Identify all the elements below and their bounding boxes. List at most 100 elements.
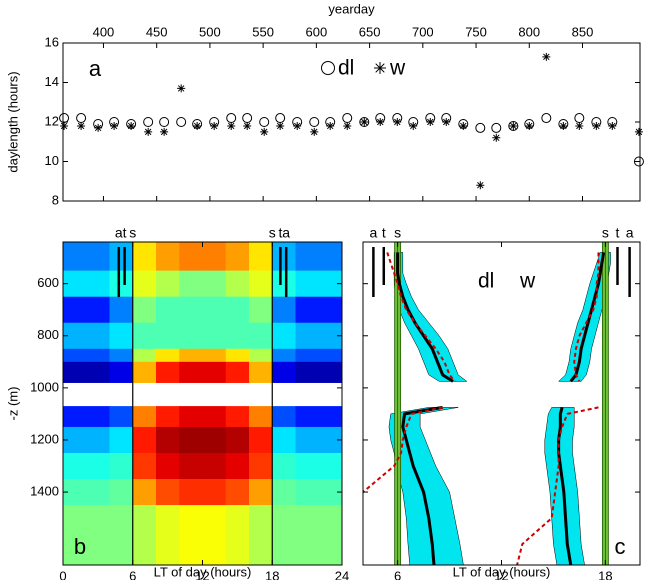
point (176, 117, 187, 127)
y-tick-label: 1400 (30, 484, 59, 499)
x-tick-label: 600 (306, 24, 328, 39)
heatmap-cell (132, 479, 157, 506)
heatmap-cell (318, 242, 342, 271)
heatmap-cell (272, 505, 296, 565)
y-tick-label: 8 (52, 192, 59, 207)
heatmap-cell (86, 452, 110, 480)
point (360, 118, 369, 126)
heatmap-cell (318, 452, 342, 480)
heatmap-cell (295, 426, 320, 454)
heatmap-cell (249, 452, 273, 480)
heatmap-cell (156, 452, 180, 480)
heatmap-cell (156, 406, 180, 428)
point (541, 113, 552, 124)
heatmap-cell (295, 361, 320, 383)
point (525, 121, 534, 130)
band (393, 252, 468, 382)
point (226, 113, 237, 124)
heatmap-cell (272, 452, 296, 480)
point (210, 121, 219, 130)
heatmap-cell (318, 426, 342, 454)
heatmap-cell (318, 322, 342, 350)
heatmap-cell (295, 452, 320, 480)
x-axis-title: yearday (328, 1, 375, 16)
heatmap-cell (109, 479, 134, 506)
point (60, 121, 69, 130)
heatmap-cell (272, 406, 296, 428)
heatmap-cell (86, 270, 110, 298)
heatmap-cell (179, 322, 203, 350)
x-tick-label: 0 (59, 568, 66, 580)
heatmap-cell (272, 242, 296, 271)
heatmap-cell (132, 361, 157, 383)
heatmap-cell (318, 348, 342, 363)
point (359, 117, 370, 127)
point (310, 127, 319, 136)
heatmap-cell (295, 348, 320, 363)
heatmap-cell (63, 348, 87, 363)
heatmap-cell (109, 270, 134, 298)
heatmap-cell (249, 270, 273, 298)
point (426, 118, 435, 126)
heatmap-cell (132, 242, 157, 271)
x-tick-label: 12 (195, 568, 209, 580)
heatmap-cell (63, 361, 87, 383)
point (476, 181, 485, 190)
point (491, 122, 502, 133)
heatmap-cell (225, 270, 250, 298)
point (326, 121, 335, 130)
legend-label: w (519, 270, 536, 293)
heatmap-cell (295, 270, 320, 298)
x-tick-label: 700 (412, 24, 434, 39)
heatmap-cell (179, 426, 203, 454)
heatmap-cell (156, 270, 180, 298)
heatmap-cell (225, 505, 250, 565)
point (508, 120, 519, 131)
twilight-label: t (382, 225, 386, 241)
heatmap-cell (86, 322, 110, 350)
point (227, 121, 236, 130)
x-tick-label: 650 (359, 24, 381, 39)
heatmap-cell (272, 361, 296, 383)
point (409, 121, 418, 130)
heatmap-cell (86, 479, 110, 506)
heatmap-cell (225, 296, 250, 324)
heatmap-cell (318, 479, 342, 506)
point (110, 121, 119, 130)
heatmap-cell (179, 452, 203, 480)
heatmap-cell (86, 348, 110, 363)
heatmap-cell (132, 406, 157, 428)
heatmap-cell (179, 361, 203, 383)
y-tick-label: 600 (37, 275, 59, 290)
twilight-label: a (369, 225, 377, 241)
point (459, 121, 468, 130)
heatmap-cell (156, 505, 180, 565)
point (575, 121, 584, 130)
y-axis-title: daylength (hours) (5, 71, 20, 172)
point (59, 113, 70, 124)
heatmap-cell (249, 322, 273, 350)
profile-line (396, 252, 454, 565)
x-tick-label: 500 (199, 24, 221, 39)
point (76, 113, 87, 124)
y-tick-label: 16 (45, 34, 59, 49)
point (243, 121, 252, 130)
legend-label: dl (478, 270, 494, 293)
x-axis-title: LT of day (hours) (154, 564, 252, 579)
x-tick-label: 18 (265, 568, 279, 580)
heatmap-cell (63, 505, 87, 565)
heatmap-cell (202, 322, 227, 350)
point (293, 121, 302, 130)
heatmap-cell (225, 452, 250, 480)
heatmap-cell (86, 505, 110, 565)
heatmap-cell (86, 406, 110, 428)
y-axis-title: -z (m) (5, 387, 20, 421)
heatmap-cell (109, 505, 134, 565)
panel-label: c (615, 534, 626, 559)
heatmap-cell (132, 452, 157, 480)
heatmap-cell (156, 361, 180, 383)
x-tick-label: 12 (494, 568, 508, 580)
